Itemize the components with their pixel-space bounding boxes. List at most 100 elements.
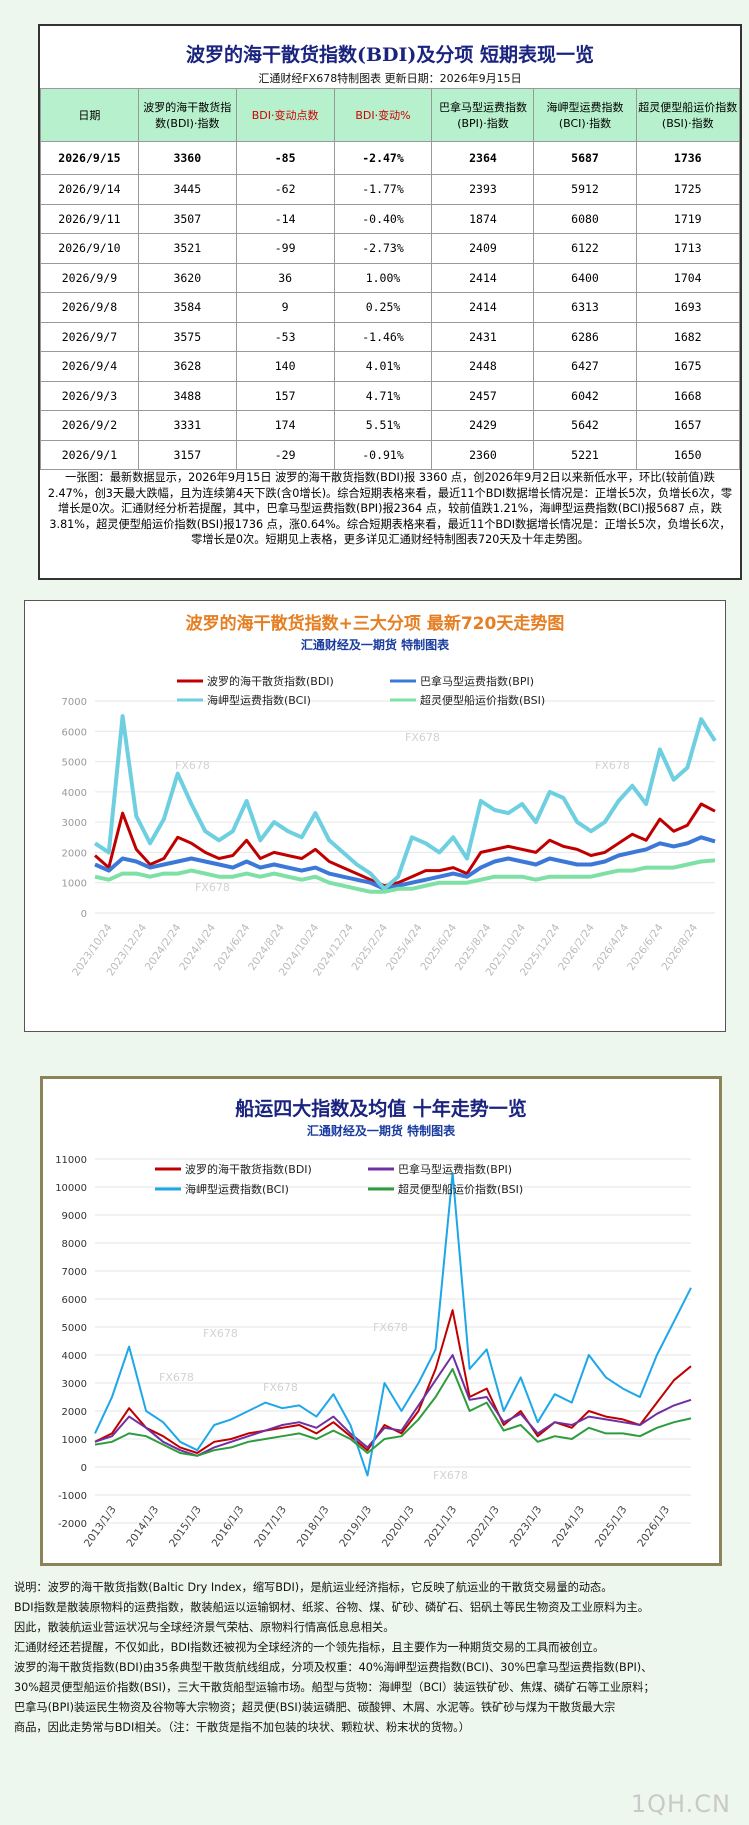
legend-label: 波罗的海干散货指数(BDI) [185, 1162, 312, 1176]
header-bdi-pct: BDI·变动% [333, 88, 433, 142]
table-cell: -85 [235, 141, 335, 175]
header-bci: 海岬型运费指数(BCI)·指数 [533, 88, 637, 142]
chart-ten-year: 船运四大指数及均值 十年走势一览 汇通财经及一期货 特制图表 -2000 -1000 0… [40, 1076, 722, 1566]
table-row: 2026/9/11 3507 -14 -0.40% 1874 6080 1719 [40, 203, 741, 234]
x-tick-label: 2023/1/3 [508, 1504, 545, 1550]
table-cell: 5687 [533, 141, 637, 175]
table-cell: 140 [235, 351, 335, 382]
table-cell: -2.73% [333, 233, 433, 264]
table-cell: 2364 [431, 141, 535, 175]
chart-subtitle: 汇通财经及一期货 特制图表 [301, 637, 450, 652]
table-cell: 3575 [137, 321, 237, 352]
table-cell: 3360 [137, 141, 237, 175]
series-line [94, 1172, 692, 1477]
y-tick-label: 6000 [62, 1295, 87, 1306]
table-cell: -1.46% [333, 321, 433, 352]
table-cell: 2448 [431, 351, 535, 382]
table-cell: 4.71% [333, 380, 433, 411]
header-bdi-change: BDI·变动点数 [235, 88, 335, 142]
x-tick-label: 2015/1/3 [167, 1504, 204, 1550]
y-tick-label: 1000 [62, 879, 87, 890]
note-line: 商品，因此走势常与BDI相关。（注：干散货是指不加包装的块状、颗粒状、粉末状的货… [14, 1721, 470, 1734]
table-cell: 3507 [137, 203, 237, 234]
y-tick-label: 7000 [62, 697, 87, 708]
y-tick-label: 6000 [62, 727, 87, 738]
legend-label: 海岬型运费指数(BCI) [185, 1182, 289, 1196]
x-tick-label: 2016/1/3 [210, 1504, 247, 1550]
table-cell: 3488 [137, 380, 237, 411]
table-cell: 2409 [431, 233, 535, 264]
legend-label: 海岬型运费指数(BCI) [207, 693, 311, 707]
table-cell: 1719 [635, 203, 741, 234]
series-line [94, 835, 716, 891]
table-cell: 1713 [635, 233, 741, 264]
y-tick-label: 4000 [62, 1351, 87, 1362]
table-cell: 3628 [137, 351, 237, 382]
table-cell: 2026/9/4 [40, 351, 139, 382]
table-title: 波罗的海干散货指数(BDI)及分项 短期表现一览 [185, 44, 595, 66]
table-cell: 2026/9/7 [40, 321, 139, 352]
watermark: FX678 [433, 1469, 468, 1482]
x-tick-label: 2025/1/3 [593, 1504, 630, 1550]
table-cell: 2429 [431, 410, 535, 441]
table-cell: 2414 [431, 292, 535, 323]
note-line: 波罗的海干散货指数(BDI)由35条典型干散货航线组成，分项及权重：40%海岬型… [14, 1661, 653, 1674]
watermark: FX678 [263, 1381, 298, 1394]
table-cell: 36 [235, 262, 335, 293]
table-row: 2026/9/7 3575 -53 -1.46% 2431 6286 1682 [40, 321, 741, 352]
table-cell: 3157 [137, 439, 237, 470]
x-tick-label: 2026/8/24 [660, 922, 701, 973]
table-cell: 3584 [137, 292, 237, 323]
table-cell: 6122 [533, 233, 637, 264]
table-cell: 6080 [533, 203, 637, 234]
x-tick-label: 2020/1/3 [380, 1504, 417, 1550]
table-row: 2026/9/10 3521 -99 -2.73% 2409 6122 1713 [40, 233, 741, 264]
watermark: FX678 [373, 1321, 408, 1334]
y-tick-label: 4000 [62, 788, 87, 799]
table-cell: 1675 [635, 351, 741, 382]
table-cell: 2026/9/15 [40, 141, 139, 175]
table-cell: 1874 [431, 203, 535, 234]
table-row: 2026/9/8 3584 9 0.25% 2414 6313 1693 [40, 292, 741, 323]
y-tick-label: 3000 [62, 1379, 87, 1390]
x-tick-label: 2024/1/3 [550, 1504, 587, 1550]
table-cell: 1657 [635, 410, 741, 441]
table-cell: 5642 [533, 410, 637, 441]
note-line: 因此，散装航运业营运状况与全球经济景气荣枯、原物料行情高低息息相关。 [14, 1621, 395, 1634]
table-cell: 3445 [137, 174, 237, 205]
chart-title: 船运四大指数及均值 十年走势一览 [235, 1097, 527, 1120]
table-cell: -0.91% [333, 439, 433, 470]
chart-title: 波罗的海干散货指数+三大分项 最新720天走势图 [186, 613, 565, 634]
table-cell: -99 [235, 233, 335, 264]
table-cell: 2026/9/8 [40, 292, 139, 323]
table-cell: 1736 [635, 141, 741, 175]
table-row: 2026/9/4 3628 140 4.01% 2448 6427 1675 [40, 351, 741, 382]
legend-label: 波罗的海干散货指数(BDI) [207, 674, 334, 688]
table-cell: 6042 [533, 380, 637, 411]
watermark: FX678 [595, 759, 630, 772]
legend-label: 超灵便型船运价指数(BSI) [420, 693, 545, 707]
legend-label: 巴拿马型运费指数(BPI) [398, 1162, 512, 1176]
chart-subtitle: 汇通财经及一期货 特制图表 [307, 1123, 456, 1138]
series-line [94, 1368, 692, 1457]
table-row: 2026/9/2 3331 174 5.51% 2429 5642 1657 [40, 410, 741, 441]
note-line: 说明：波罗的海干散货指数(Baltic Dry Index，缩写BDI)，是航运… [14, 1581, 613, 1594]
table-description: 一张图：最新数据显示，2026年9月15日 波罗的海干散货指数(BDI)报 33… [47, 471, 733, 547]
y-tick-label: 1000 [62, 1435, 87, 1446]
table-cell: -14 [235, 203, 335, 234]
chart-720-days: 波罗的海干散货指数+三大分项 最新720天走势图 汇通财经及一期货 特制图表 0 10… [24, 600, 726, 1032]
x-tick-label: 2014/1/3 [124, 1504, 161, 1550]
legend-label: 巴拿马型运费指数(BPI) [420, 674, 534, 688]
x-tick-label: 2013/1/3 [82, 1504, 119, 1550]
table-cell: 3521 [137, 233, 237, 264]
table-cell: 0.25% [333, 292, 433, 323]
y-tick-label: 2000 [62, 848, 87, 859]
table-cell: 1.00% [333, 262, 433, 293]
series-line [94, 802, 716, 888]
x-tick-label: 2021/1/3 [422, 1504, 459, 1550]
table-cell: 2026/9/1 [40, 439, 139, 470]
y-tick-label: 9000 [62, 1211, 87, 1222]
legend-label: 超灵便型船运价指数(BSI) [398, 1182, 523, 1196]
